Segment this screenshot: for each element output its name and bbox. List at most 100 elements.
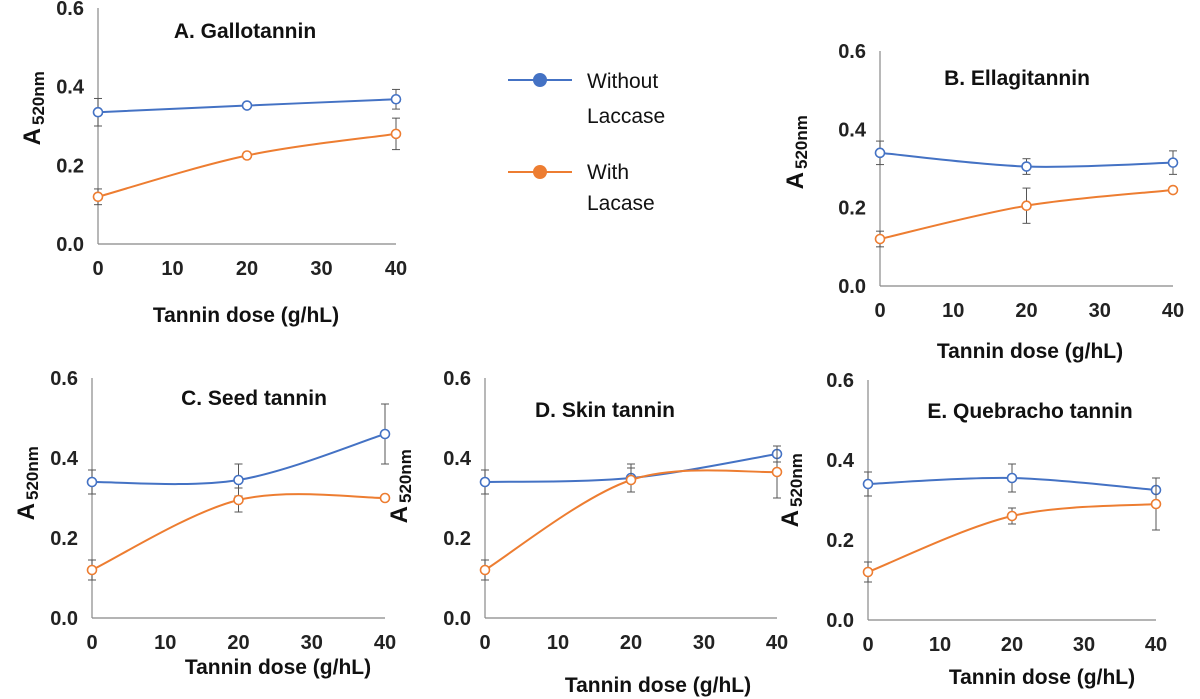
panel-e-y-label-sub: 520nm	[787, 453, 806, 507]
panel-e-point-without-laccase	[1006, 472, 1018, 484]
panel-d-x-tick-label: 10	[547, 632, 569, 654]
panel-a-title: A. Gallotannin	[174, 20, 316, 43]
panel-a-x-tick-label: 0	[92, 258, 103, 280]
panel-a: A. Gallotannin Tannin dose (g/hL) A 520n…	[19, 0, 407, 327]
panel-d-x-label: Tannin dose (g/hL)	[565, 674, 751, 697]
legend: Without Laccase With Lacase	[508, 70, 665, 215]
panel-a-x-label: Tannin dose (g/hL)	[153, 304, 339, 327]
panel-b-point-without-laccase	[1021, 161, 1032, 172]
panel-e-x-label: Tannin dose (g/hL)	[949, 666, 1135, 689]
panel-e-y-tick-label: 0.6	[826, 370, 854, 392]
panel-d-x-tick-label: 30	[693, 632, 715, 654]
panel-e-x-tick-label: 0	[862, 634, 873, 656]
panel-a-y-tick-label: 0.6	[56, 0, 84, 20]
panel-b-title: B. Ellagitannin	[944, 67, 1090, 90]
panel-e-point-with-lacase	[1006, 510, 1018, 522]
panel-a-y-tick-label: 0.0	[56, 234, 84, 256]
panel-a-y-label: A 520nm	[19, 71, 48, 145]
panel-b-x-tick-label: 40	[1162, 300, 1184, 322]
panel-e-y-label: A 520nm	[777, 453, 806, 527]
panel-a-point-without-laccase	[92, 106, 104, 118]
panel-c: C. Seed tannin Tannin dose (g/hL) A 520n…	[13, 368, 396, 679]
panel-c-y-tick-label: 0.0	[50, 608, 78, 630]
panel-d-y-label-sub: 520nm	[396, 449, 415, 503]
panel-e-point-with-lacase	[862, 566, 874, 578]
panel-a-line-with-lacase	[97, 132, 397, 198]
panel-c-x-tick-label: 20	[227, 632, 249, 654]
panel-b-y-label: A 520nm	[782, 115, 811, 189]
legend-marker-with-lacase	[533, 165, 547, 179]
panel-c-y-tick-label: 0.6	[50, 368, 78, 390]
panel-a-point-with-lacase	[390, 128, 402, 140]
panel-e-point-without-laccase	[862, 478, 874, 490]
panel-d-y-label-main: A	[386, 506, 413, 523]
panel-d-point-with-lacase	[479, 564, 491, 576]
panel-c-x-tick-label: 0	[86, 632, 97, 654]
panel-c-y-label-main: A	[13, 503, 40, 520]
panel-b-point-without-laccase	[1167, 157, 1179, 168]
panel-a-y-tick-label: 0.2	[56, 155, 84, 177]
panel-e-x-tick-label: 20	[1001, 634, 1023, 656]
panel-d-x-tick-label: 40	[766, 632, 788, 654]
panel-d: D. Skin tannin Tannin dose (g/hL) A 520n…	[386, 368, 788, 697]
panel-a-x-tick-label: 10	[161, 258, 183, 280]
legend-label-without-line2: Laccase	[587, 105, 665, 128]
panel-d-y-tick-label: 0.6	[443, 368, 471, 390]
panel-a-y-label-main: A	[19, 128, 46, 145]
panel-e: E. Quebracho tannin Tannin dose (g/hL) A…	[777, 370, 1167, 689]
panel-a-point-with-lacase	[92, 191, 104, 203]
panel-e-x-tick-label: 10	[929, 634, 951, 656]
panel-d-y-tick-label: 0.0	[443, 608, 471, 630]
panel-b-x-tick-label: 10	[942, 300, 964, 322]
panel-e-title: E. Quebracho tannin	[927, 400, 1132, 423]
panel-b-x-tick-label: 30	[1089, 300, 1111, 322]
panel-d-x-tick-label: 20	[620, 632, 642, 654]
panel-c-point-with-lacase	[379, 492, 391, 504]
panel-c-y-label: A 520nm	[13, 446, 42, 520]
panel-d-y-tick-label: 0.2	[443, 528, 471, 550]
panel-c-x-label: Tannin dose (g/hL)	[185, 656, 371, 679]
panel-a-x-tick-label: 20	[236, 258, 258, 280]
panel-c-y-tick-label: 0.4	[50, 448, 79, 470]
legend-label-with-line1: With	[587, 161, 629, 184]
panel-b-y-tick-label: 0.4	[838, 119, 867, 141]
panel-c-x-tick-label: 30	[301, 632, 323, 654]
panel-c-point-with-lacase	[86, 564, 98, 576]
panel-c-x-tick-label: 10	[154, 632, 176, 654]
panel-c-point-without-laccase	[86, 476, 98, 488]
panel-c-y-label-sub: 520nm	[23, 446, 42, 500]
panel-c-point-without-laccase	[379, 428, 391, 440]
panel-d-y-tick-label: 0.4	[443, 448, 472, 470]
panel-c-x-tick-label: 40	[374, 632, 396, 654]
panel-b-y-tick-label: 0.2	[838, 198, 866, 220]
panel-d-y-label: A 520nm	[386, 449, 415, 523]
legend-label-without-line1: Without	[587, 70, 658, 93]
panel-b-point-without-laccase	[874, 147, 886, 159]
panel-a-x-tick-label: 40	[385, 258, 407, 280]
panel-c-point-without-laccase	[233, 474, 244, 486]
panel-e-y-tick-label: 0.2	[826, 530, 854, 552]
legend-item-without-laccase: Without Laccase	[508, 70, 665, 128]
panel-b-point-with-lacase	[1021, 200, 1032, 212]
panel-b-x-tick-label: 20	[1015, 300, 1037, 322]
panel-b-y-tick-label: 0.0	[838, 276, 866, 298]
panel-e-point-with-lacase	[1150, 498, 1162, 510]
legend-item-with-lacase: With Lacase	[508, 161, 655, 215]
panel-c-y-tick-label: 0.2	[50, 528, 78, 550]
legend-marker-without-laccase	[533, 73, 547, 87]
panel-d-point-with-lacase	[771, 466, 783, 478]
panel-b-point-with-lacase	[1167, 184, 1179, 196]
panel-b: B. Ellagitannin Tannin dose (g/hL) A 520…	[782, 41, 1184, 363]
panel-e-y-tick-label: 0.0	[826, 610, 854, 632]
panel-b-x-label: Tannin dose (g/hL)	[937, 340, 1123, 363]
panel-d-x-tick-label: 0	[479, 632, 490, 654]
panel-a-point-without-laccase	[390, 93, 402, 105]
panel-e-y-label-main: A	[777, 510, 804, 527]
panel-b-y-tick-label: 0.6	[838, 41, 866, 63]
legend-label-with-line2: Lacase	[587, 192, 655, 215]
panel-b-y-label-main: A	[782, 172, 809, 189]
panel-e-x-tick-label: 40	[1145, 634, 1167, 656]
panel-d-point-with-lacase	[625, 474, 637, 486]
panel-b-x-tick-label: 0	[874, 300, 885, 322]
